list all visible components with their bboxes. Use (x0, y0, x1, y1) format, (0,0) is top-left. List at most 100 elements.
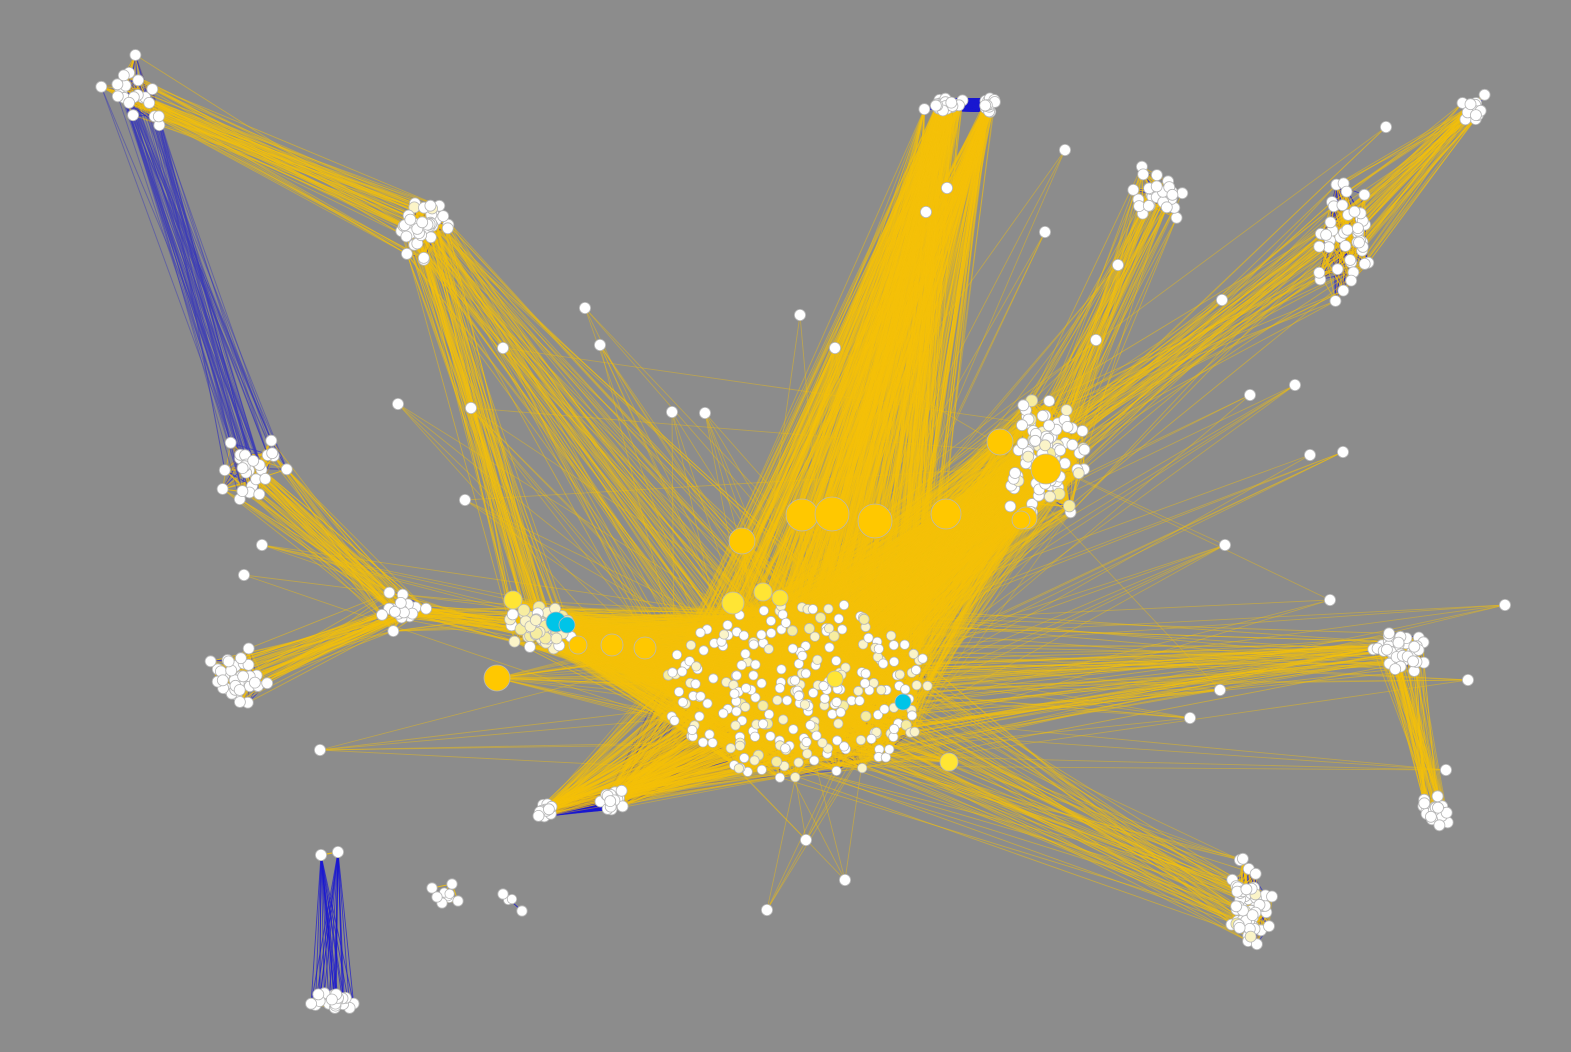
graph-node[interactable] (1230, 900, 1243, 913)
graph-node[interactable] (695, 627, 706, 638)
graph-node[interactable] (687, 724, 698, 736)
graph-node[interactable] (731, 706, 742, 717)
graph-node[interactable] (757, 700, 769, 712)
graph-node[interactable] (888, 640, 899, 651)
graph-node[interactable] (756, 678, 767, 689)
graph-node[interactable] (722, 619, 733, 631)
graph-node[interactable] (1060, 404, 1073, 417)
graph-node[interactable] (691, 661, 702, 672)
graph-node[interactable] (314, 849, 327, 862)
graph-node[interactable] (152, 110, 165, 123)
graph-node[interactable] (216, 483, 229, 495)
graph-node[interactable] (740, 701, 751, 713)
graph-node[interactable] (857, 762, 868, 774)
graph-node[interactable] (1137, 168, 1150, 181)
graph-node[interactable] (1470, 109, 1482, 121)
gold-hub-node[interactable] (939, 752, 959, 772)
graph-node[interactable] (1176, 187, 1189, 200)
graph-node[interactable] (854, 695, 865, 706)
gold-hub-node[interactable] (771, 589, 789, 607)
graph-node[interactable] (604, 795, 617, 807)
graph-node[interactable] (259, 472, 272, 485)
graph-node[interactable] (1246, 909, 1259, 921)
graph-node[interactable] (265, 434, 278, 447)
graph-node[interactable] (818, 680, 829, 692)
graph-node[interactable] (404, 213, 417, 226)
graph-node[interactable] (734, 740, 746, 751)
graph-node[interactable] (305, 997, 318, 1010)
graph-node[interactable] (766, 627, 777, 639)
graph-node[interactable] (388, 605, 401, 618)
graph-node[interactable] (835, 707, 846, 718)
graph-node[interactable] (729, 688, 740, 699)
graph-node[interactable] (532, 810, 545, 822)
gold-hub-node[interactable] (483, 664, 511, 692)
graph-node[interactable] (1324, 216, 1337, 229)
graph-node[interactable] (497, 888, 509, 900)
graph-node[interactable] (819, 693, 830, 704)
graph-node[interactable] (824, 642, 835, 653)
graph-node[interactable] (1408, 640, 1421, 653)
graph-node[interactable] (1329, 295, 1342, 307)
graph-node[interactable] (146, 83, 159, 95)
graph-node[interactable] (702, 698, 713, 709)
graph-node[interactable] (917, 653, 928, 664)
graph-node[interactable] (945, 96, 958, 109)
graph-node[interactable] (859, 678, 871, 689)
graph-node[interactable] (529, 614, 542, 626)
graph-node[interactable] (765, 615, 777, 627)
graph-node[interactable] (543, 803, 555, 816)
graph-node[interactable] (781, 695, 793, 706)
graph-node[interactable] (738, 630, 750, 641)
graph-node[interactable] (313, 744, 326, 757)
graph-node[interactable] (817, 737, 828, 748)
graph-node[interactable] (833, 613, 844, 624)
graph-node[interactable] (860, 710, 872, 722)
cyan-hub-node[interactable] (558, 616, 576, 634)
graph-node[interactable] (331, 846, 344, 859)
graph-node[interactable] (1383, 627, 1395, 640)
graph-node[interactable] (222, 655, 235, 668)
graph-node[interactable] (1341, 223, 1354, 236)
graph-node[interactable] (253, 488, 266, 501)
gold-hub-node[interactable] (814, 496, 850, 532)
graph-node[interactable] (739, 752, 750, 764)
graph-node[interactable] (1127, 183, 1140, 196)
graph-node[interactable] (758, 605, 770, 616)
graph-node[interactable] (855, 734, 867, 746)
graph-node[interactable] (111, 78, 124, 91)
graph-node[interactable] (788, 724, 799, 735)
graph-node[interactable] (234, 652, 247, 665)
graph-node[interactable] (731, 670, 742, 681)
graph-node[interactable] (677, 666, 688, 677)
graph-node[interactable] (736, 660, 747, 671)
graph-node[interactable] (748, 639, 759, 650)
graph-node[interactable] (872, 709, 884, 720)
graph-node[interactable] (1339, 240, 1352, 252)
graph-node[interactable] (800, 668, 812, 679)
graph-node[interactable] (1249, 867, 1262, 880)
gold-hub-node[interactable] (826, 670, 844, 688)
graph-node[interactable] (809, 755, 820, 766)
graph-node[interactable] (750, 692, 761, 703)
graph-node[interactable] (417, 251, 430, 264)
graph-node[interactable] (780, 617, 792, 628)
graph-node[interactable] (1251, 938, 1263, 951)
graph-node[interactable] (233, 684, 246, 696)
graph-node[interactable] (757, 718, 769, 730)
graph-node[interactable] (1289, 378, 1302, 391)
gold-hub-node[interactable] (1011, 510, 1031, 530)
graph-node[interactable] (1054, 444, 1067, 457)
graph-node[interactable] (749, 731, 761, 742)
graph-node[interactable] (312, 988, 325, 1001)
graph-node[interactable] (831, 655, 842, 666)
graph-node[interactable] (879, 704, 890, 715)
graph-node[interactable] (143, 97, 156, 109)
graph-node[interactable] (1358, 188, 1371, 201)
graph-node[interactable] (772, 695, 783, 706)
graph-node[interactable] (809, 631, 821, 642)
graph-node[interactable] (922, 680, 933, 692)
graph-node[interactable] (1043, 419, 1055, 432)
graph-node[interactable] (930, 99, 942, 112)
graph-node[interactable] (858, 613, 870, 625)
